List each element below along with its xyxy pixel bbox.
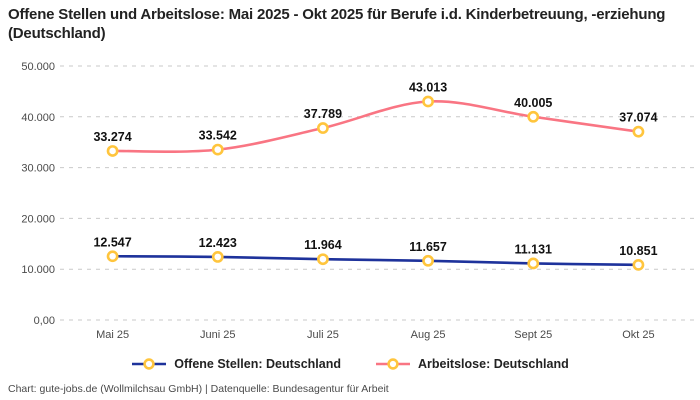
- legend-item-offene-stellen[interactable]: Offene Stellen: Deutschland: [131, 357, 341, 371]
- data-label: 11.131: [514, 242, 552, 256]
- x-tick-label: Mai 25: [96, 329, 129, 341]
- x-tick-label: Sept 25: [514, 329, 552, 341]
- data-label: 33.542: [199, 129, 237, 143]
- legend-item-arbeitslose[interactable]: Arbeitslose: Deutschland: [375, 357, 569, 371]
- data-point-marker[interactable]: [632, 258, 645, 271]
- legend-label: Arbeitslose: Deutschland: [417, 357, 569, 371]
- data-point-marker[interactable]: [317, 253, 329, 266]
- x-tick-label: Aug 25: [411, 329, 446, 341]
- data-label: 37.789: [304, 107, 342, 121]
- data-point-marker[interactable]: [211, 250, 224, 263]
- x-tick-label: Juni 25: [200, 329, 235, 341]
- data-point-marker[interactable]: [422, 95, 434, 108]
- data-label: 12.423: [199, 236, 237, 250]
- chart-legend: Offene Stellen: Deutschland Arbeitslose:…: [0, 357, 700, 371]
- data-label: 37.074: [619, 111, 657, 125]
- y-tick-label: 30.000: [21, 163, 55, 175]
- data-point-marker[interactable]: [106, 250, 119, 263]
- data-point-marker[interactable]: [632, 125, 645, 138]
- data-label: 43.013: [409, 80, 447, 94]
- series-line-arbeitslose-deutschland: [111, 100, 640, 153]
- data-label: 11.657: [409, 240, 447, 254]
- x-tick-label: Okt 25: [622, 329, 654, 341]
- data-point-marker[interactable]: [422, 254, 434, 267]
- data-label: 40.005: [514, 96, 552, 110]
- line-marker-swatch-icon: [375, 358, 410, 370]
- data-point-marker[interactable]: [527, 110, 540, 123]
- x-tick-label: Juli 25: [307, 329, 339, 341]
- data-point-marker[interactable]: [106, 145, 119, 157]
- data-point-marker[interactable]: [211, 143, 224, 156]
- chart-title: Offene Stellen und Arbeitslose: Mai 2025…: [8, 6, 666, 43]
- attribution-text: Chart: gute-jobs.de (Wollmilchsau GmbH) …: [8, 383, 389, 395]
- chart-canvas[interactable]: 0,00 10.000 20.000 30.000 40.000 50.000 Mai 25…: [0, 58, 700, 352]
- line-marker-swatch-icon: [132, 358, 167, 370]
- legend-label: Offene Stellen: Deutschland: [174, 357, 341, 371]
- y-tick-label: 20.000: [21, 213, 55, 225]
- y-tick-label: 10.000: [21, 264, 55, 276]
- data-label: 12.547: [93, 235, 131, 249]
- data-label: 33.274: [93, 130, 131, 144]
- y-tick-label: 40.000: [21, 112, 55, 124]
- data-label: 11.964: [304, 238, 342, 252]
- data-point-marker[interactable]: [317, 122, 329, 134]
- data-point-marker[interactable]: [527, 257, 540, 270]
- data-label: 10.851: [619, 244, 657, 258]
- series-line-offene-stellen-deutschland: [111, 254, 640, 267]
- y-tick-label: 50.000: [21, 61, 55, 73]
- y-tick-label: 0,00: [34, 315, 55, 327]
